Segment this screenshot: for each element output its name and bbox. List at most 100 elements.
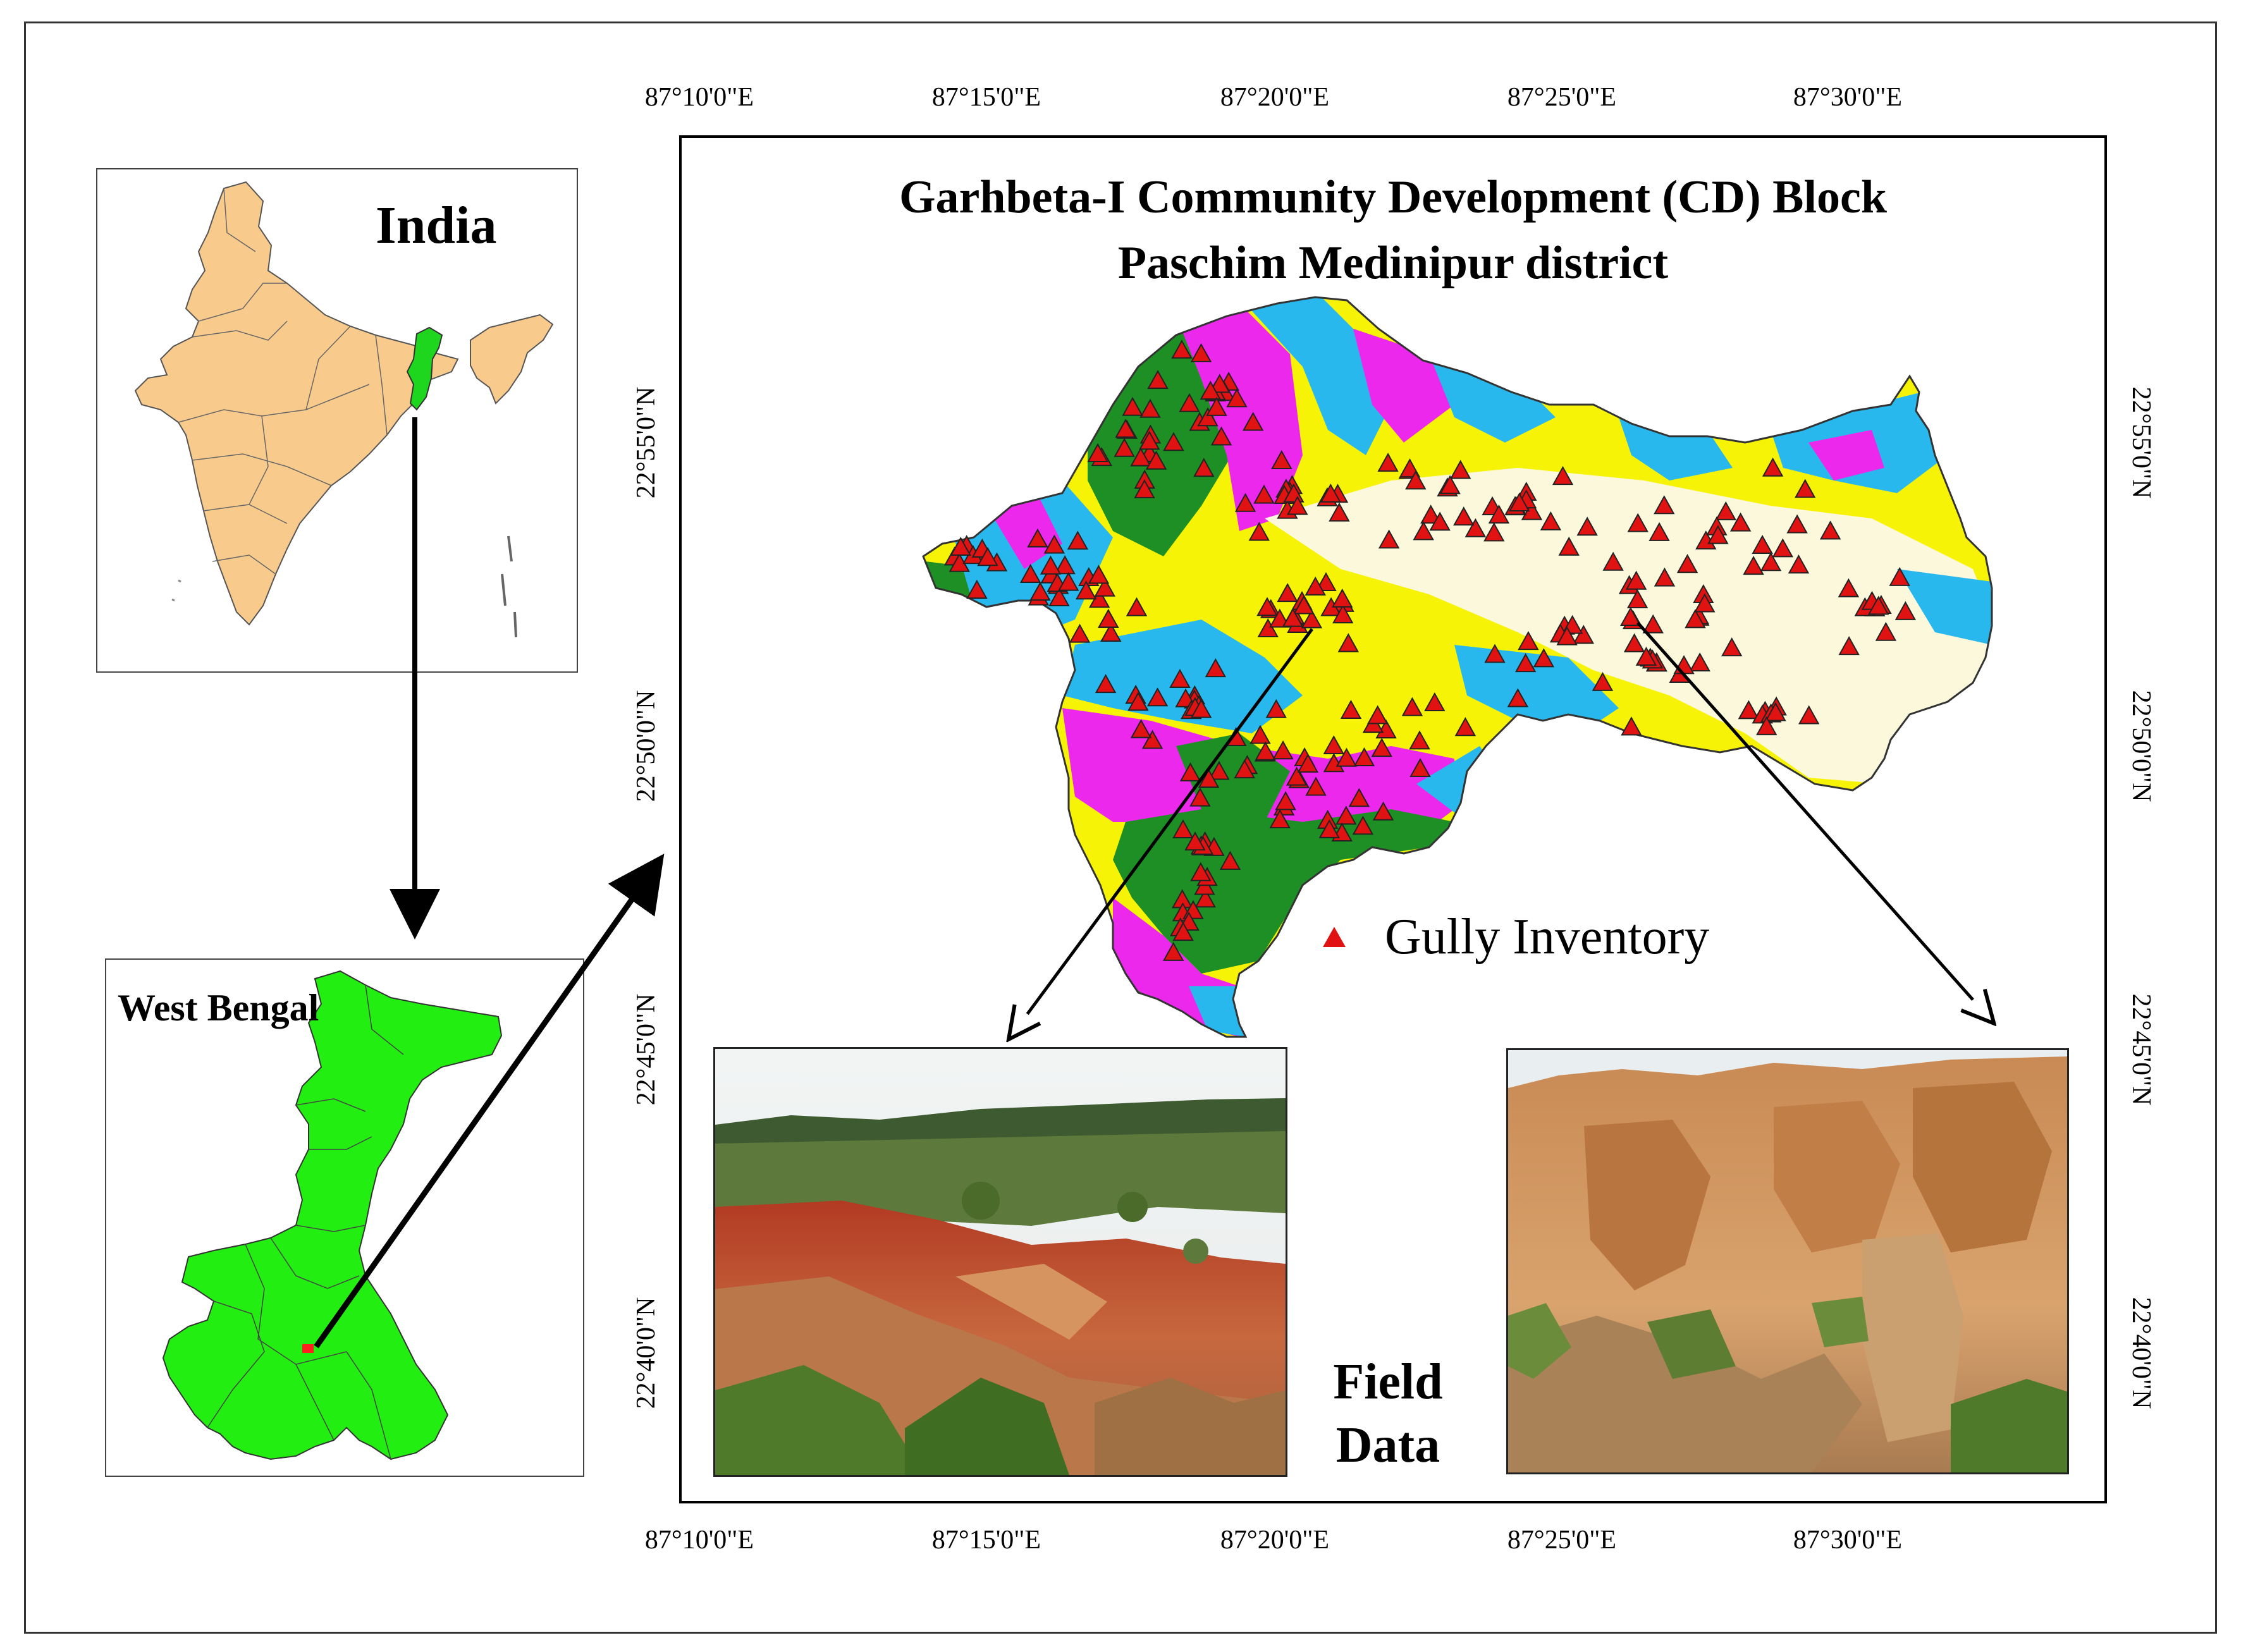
gully-point: [1715, 501, 1737, 520]
gully-point: [1635, 646, 1657, 666]
gully-point: [1377, 453, 1399, 472]
lakshadweep-islands: [171, 579, 181, 602]
gully-point: [1760, 552, 1782, 572]
gully-point: [1743, 556, 1764, 575]
gully-point: [1209, 374, 1231, 393]
gully-point: [1193, 458, 1215, 477]
gully-point: [1838, 578, 1860, 597]
gully-point: [1283, 483, 1305, 503]
field-data-label: Field Data: [1309, 1350, 1467, 1477]
gully-point: [1248, 522, 1270, 541]
gully-point: [1169, 668, 1191, 688]
gully-point: [1134, 479, 1155, 499]
garhbeta-location-marker: [302, 1344, 314, 1353]
gully-point: [1318, 819, 1341, 838]
gully-point: [1533, 648, 1555, 668]
gully-point: [1621, 716, 1642, 736]
gully-inventory-points: [943, 340, 1917, 961]
gully-point: [1242, 412, 1264, 431]
gully-point: [1255, 741, 1276, 761]
gully-point: [1450, 460, 1471, 479]
gully-point: [1205, 658, 1227, 678]
gully-point: [1057, 572, 1079, 591]
block-boundary: [922, 296, 1993, 1038]
gully-point: [1075, 580, 1097, 600]
gully-point: [1130, 719, 1152, 738]
gully-point: [1305, 576, 1326, 596]
gully-point: [1625, 570, 1647, 590]
gully-point: [1048, 587, 1070, 606]
gully-point: [1027, 528, 1048, 548]
gully-point: [1602, 551, 1624, 571]
map-title-line-2: Paschim Medinipur district: [1117, 237, 1669, 289]
block-to-right-photo-arrow: [1636, 621, 1992, 1021]
map-legend: Gully Inventory: [1322, 905, 1709, 969]
field-data-line-2: Data: [1335, 1417, 1440, 1473]
gully-point: [1484, 644, 1506, 663]
gully-point: [1378, 529, 1400, 549]
gully-point: [1483, 522, 1505, 542]
field-data-line-1: Field: [1333, 1354, 1443, 1410]
india-outline: [134, 181, 554, 638]
gully-point: [1282, 608, 1304, 627]
west-bengal-title: West Bengal: [118, 987, 319, 1029]
gully-point: [1286, 766, 1308, 786]
gully-point: [1256, 597, 1278, 616]
gully-point: [1130, 447, 1151, 467]
gully-point: [1729, 512, 1752, 532]
gully-point: [1556, 626, 1578, 646]
gully-point: [1305, 776, 1327, 796]
gully-point: [1208, 761, 1230, 780]
gully-point: [1464, 518, 1487, 537]
gully-point: [1509, 492, 1530, 512]
lon-label-bottom-2: 87°15'0"E: [931, 1526, 1041, 1555]
gully-point: [1488, 505, 1510, 524]
gully-point: [1087, 443, 1108, 462]
gully-point: [1194, 888, 1216, 908]
gully-point: [1623, 633, 1645, 652]
lon-label-bottom-5: 87°30'0"E: [1793, 1526, 1903, 1555]
gully-point: [1762, 457, 1784, 477]
gully-point: [1507, 688, 1529, 707]
figure-frame: [24, 21, 2217, 1634]
gully-point: [1819, 520, 1841, 540]
gully-point: [1206, 396, 1227, 416]
gully-point: [1552, 466, 1574, 486]
gully-point: [1145, 450, 1167, 470]
gully-point: [1337, 633, 1360, 652]
gully-point: [1795, 479, 1816, 498]
gully-point: [1287, 496, 1308, 515]
gully-point: [1738, 700, 1760, 719]
gully-point: [1649, 522, 1670, 541]
gully-point: [1654, 567, 1676, 587]
gully-point: [1234, 759, 1255, 779]
lon-label-top-3: 87°20'0"E: [1220, 83, 1330, 112]
gully-point: [1095, 674, 1117, 694]
gully-point: [1100, 622, 1122, 642]
west-bengal-to-block-arrow: [314, 854, 665, 1349]
gully-point: [1401, 697, 1423, 716]
gully-point: [1297, 754, 1319, 773]
gully-point: [1424, 692, 1446, 712]
gully-point: [1127, 692, 1149, 711]
gully-point: [1353, 747, 1375, 767]
gully-point: [1323, 735, 1344, 755]
gully-point: [1269, 608, 1291, 628]
gully-point: [950, 536, 971, 556]
gully-point: [1139, 398, 1161, 418]
gully-point: [1366, 705, 1389, 725]
gully-point: [1315, 572, 1337, 592]
west-bengal-inset-map: West Bengal: [105, 958, 584, 1477]
gully-point: [1620, 606, 1642, 626]
gully-point: [1676, 554, 1698, 573]
gully-point: [1146, 687, 1169, 707]
gully-point: [1179, 762, 1201, 781]
gully-point: [1409, 730, 1430, 750]
gully-point: [1190, 862, 1212, 881]
gully-point: [1889, 566, 1910, 586]
west-bengal-outline: [162, 970, 503, 1460]
gully-point: [1707, 525, 1729, 544]
gully-point: [1172, 819, 1194, 839]
state-boundaries: [178, 188, 388, 575]
